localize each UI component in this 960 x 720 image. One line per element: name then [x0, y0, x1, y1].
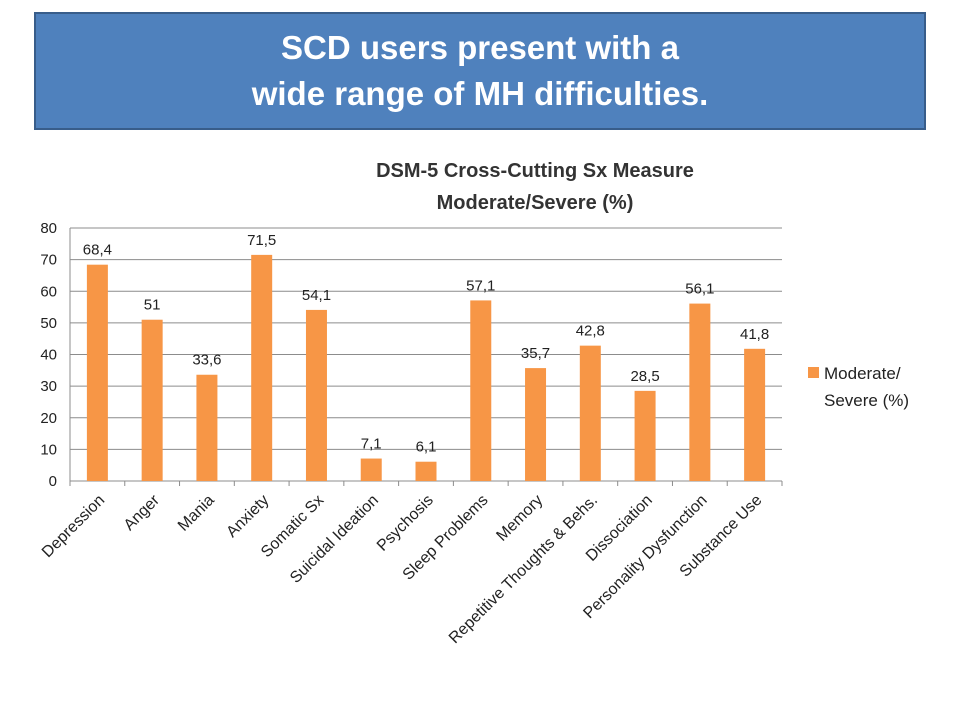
chart-title-line-2: Moderate/Severe (%): [437, 192, 634, 214]
y-tick-label-30: 30: [40, 378, 57, 395]
chart-title-line-1: DSM-5 Cross-Cutting Sx Measure: [376, 160, 694, 182]
data-label-6: 6,1: [416, 439, 437, 456]
data-label-8: 35,7: [521, 345, 550, 362]
bar-11: [689, 303, 711, 481]
title-banner: SCD users present with a wide range of M…: [34, 12, 926, 130]
data-label-2: 33,6: [192, 352, 221, 369]
data-label-7: 57,1: [466, 277, 495, 294]
data-label-10: 28,5: [630, 368, 659, 385]
banner-line-1: SCD users present with a: [281, 29, 679, 66]
category-label-1: Anger: [121, 491, 164, 534]
bar-0: [86, 264, 108, 481]
legend-text-line-2: Severe (%): [824, 391, 909, 410]
data-labels: 68,4 51 33,6 71,5 54,1 7,1 6,1 57,1 35,7 42,8 28,5…: [83, 232, 769, 456]
legend: Moderate/Severe (%): [808, 364, 909, 410]
legend-text-line-1: Moderate/: [824, 364, 901, 383]
category-label-3: Anxiety: [223, 492, 272, 541]
y-tick-label-60: 60: [40, 283, 57, 300]
bar-10: [634, 390, 656, 481]
y-tick-label-20: 20: [40, 410, 57, 427]
bar-6: [415, 461, 437, 481]
bars: [86, 254, 766, 481]
bar-8: [525, 368, 547, 481]
y-tick-label-70: 70: [40, 252, 57, 269]
bar-7: [470, 300, 492, 481]
y-tick-label-40: 40: [40, 347, 57, 364]
bar-12: [744, 348, 766, 481]
chart-title: DSM-5 Cross-Cutting Sx Measure Moderate/S…: [376, 160, 694, 214]
banner-line-2: wide range of MH difficulties.: [251, 75, 709, 112]
data-label-3: 71,5: [247, 232, 276, 249]
bar-2: [196, 374, 218, 481]
data-label-0: 68,4: [83, 242, 112, 259]
data-label-9: 42,8: [576, 323, 605, 340]
bar-3: [251, 254, 273, 481]
category-label-2: Mania: [175, 492, 218, 535]
y-tick-label-50: 50: [40, 315, 57, 332]
y-tick-label-80: 80: [40, 220, 57, 237]
data-label-12: 41,8: [740, 326, 769, 343]
data-label-5: 7,1: [361, 436, 382, 453]
bar-4: [305, 309, 327, 481]
data-label-11: 56,1: [685, 281, 714, 298]
y-axis-ticks: 0 10 20 30 40 50 60 70 80: [40, 220, 57, 490]
data-label-1: 51: [144, 297, 161, 314]
y-tick-label-0: 0: [49, 473, 57, 490]
legend-swatch: [808, 367, 819, 378]
y-tick-label-10: 10: [40, 441, 57, 458]
category-label-0: Depression: [39, 492, 108, 561]
data-label-4: 54,1: [302, 287, 331, 304]
category-label-8: Memory: [493, 492, 546, 545]
bar-1: [141, 319, 163, 481]
bar-5: [360, 458, 382, 481]
gridlines: [69, 227, 783, 486]
bar-9: [579, 345, 601, 481]
